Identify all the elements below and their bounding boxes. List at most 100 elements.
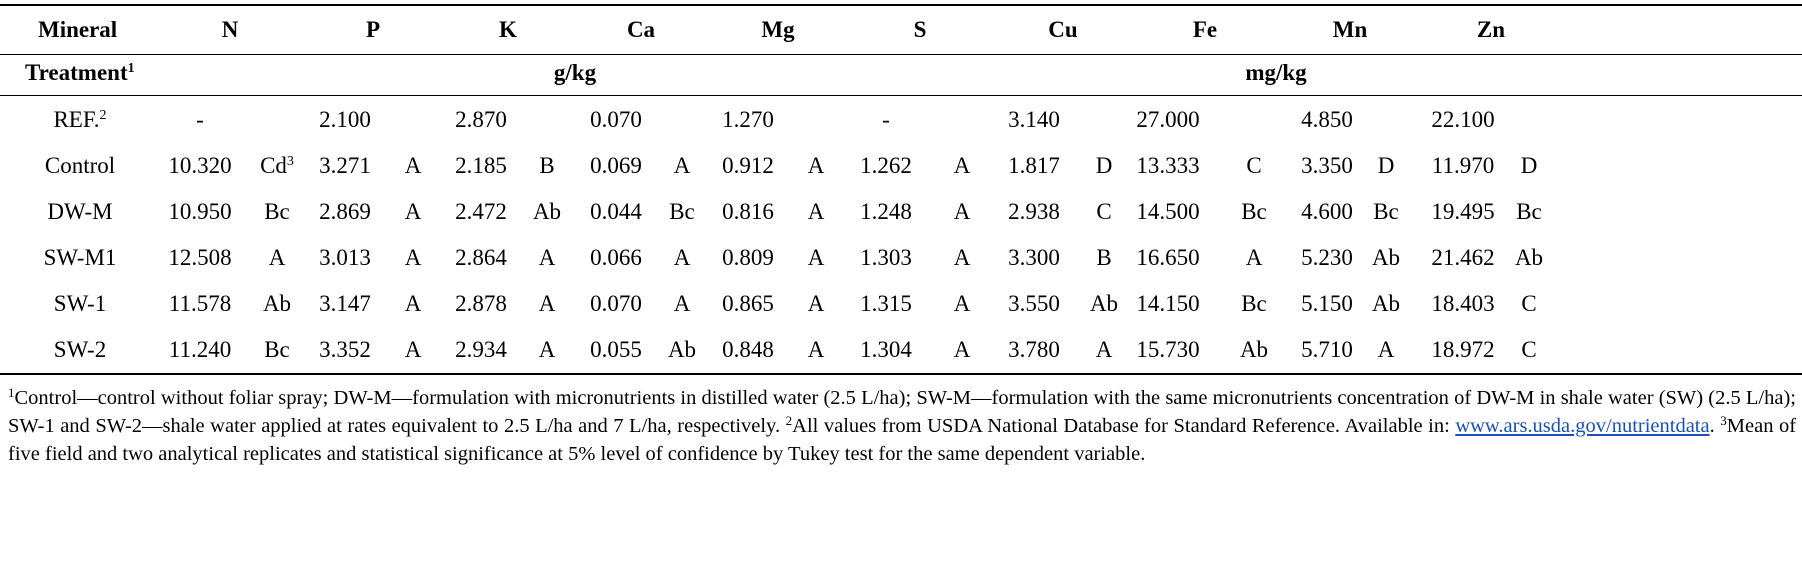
value-cell: 19.495 — [1431, 199, 1495, 224]
value-cell: 3.550 — [1008, 291, 1060, 316]
significance-letter-text: A — [268, 245, 286, 270]
significance-letter-text: D — [1095, 153, 1113, 178]
treatment-header: Treatment1 — [25, 60, 135, 86]
value-cell: 2.869 — [319, 199, 371, 224]
significance-letter-text: C — [1096, 199, 1112, 224]
significance-letter-text: Ab — [262, 291, 292, 316]
significance-letter: Bc — [1373, 199, 1399, 225]
treatment-footnote-mark: 1 — [127, 61, 135, 76]
value-cell: 27.000 — [1136, 107, 1200, 132]
significance-letter-text: A — [538, 291, 556, 316]
significance-letter-text: B — [1096, 245, 1112, 270]
value-cell: 3.350 — [1301, 153, 1353, 178]
value-cell: 18.403 — [1431, 291, 1495, 316]
value-cell: 0.066 — [590, 245, 642, 270]
value-cell: 2.185 — [455, 153, 507, 178]
value-cell: 0.809 — [722, 245, 774, 270]
row-label: Control — [45, 153, 115, 179]
value-cell: - — [882, 107, 890, 132]
significance-letter-text: D — [1520, 153, 1538, 178]
value-cell: 4.850 — [1301, 107, 1353, 132]
significance-letter: Bc — [264, 337, 290, 363]
significance-letter-text: A — [807, 153, 825, 178]
significance-letter: Cd3 — [260, 153, 294, 179]
value-cell: 12.508 — [168, 245, 232, 270]
significance-letter: Ab — [1372, 291, 1400, 317]
value-cell: 5.230 — [1301, 245, 1353, 270]
significance-letter-text: A — [404, 245, 422, 270]
significance-letter-text: A — [953, 199, 971, 224]
significance-letter: A — [808, 199, 825, 225]
row-label: SW-1 — [54, 291, 106, 317]
value-cell: 2.938 — [1008, 199, 1060, 224]
footnote-text-3: Mean of five field and two analytical re… — [8, 415, 1797, 465]
significance-letter: D — [1378, 153, 1395, 179]
significance-letter: A — [405, 199, 422, 225]
significance-letter-text: Ab — [532, 199, 562, 224]
value-cell: 2.878 — [455, 291, 507, 316]
value-cell: 14.500 — [1136, 199, 1200, 224]
row-label: SW-M1 — [44, 245, 117, 271]
value-cell: 0.044 — [590, 199, 642, 224]
significance-letter-text: C — [1246, 153, 1262, 178]
value-cell: - — [196, 107, 204, 132]
significance-letter: D — [1521, 153, 1538, 179]
significance-letter-text: A — [1377, 337, 1395, 362]
significance-letter-text: A — [953, 337, 971, 362]
value-cell: 0.816 — [722, 199, 774, 224]
significance-letter-text: A — [673, 291, 691, 316]
treatment-footnote-mark: 2 — [99, 108, 107, 123]
value-cell: 11.578 — [168, 291, 232, 316]
value-cell: 1.817 — [1008, 153, 1060, 178]
footnote-mark-2: 2 — [785, 413, 793, 428]
significance-letter-text: Ab — [667, 337, 697, 362]
nutrientdata-link[interactable]: www.ars.usda.gov/nutrientdata — [1455, 415, 1710, 437]
significance-letter: A — [808, 245, 825, 271]
value-cell: 22.100 — [1431, 107, 1495, 132]
significance-letter: C — [1521, 337, 1536, 363]
significance-letter: C — [1521, 291, 1536, 317]
value-cell: 18.972 — [1431, 337, 1495, 362]
significance-letter-text: Bc — [1516, 199, 1542, 224]
value-cell: 3.780 — [1008, 337, 1060, 362]
significance-letter: A — [405, 153, 422, 179]
significance-letter: A — [954, 199, 971, 225]
footnote-mark-1: 1 — [8, 385, 15, 400]
significance-letter: A — [539, 291, 556, 317]
mineral-header-mn: Mn — [1332, 17, 1368, 42]
value-cell: 3.147 — [319, 291, 371, 316]
value-cell: 2.870 — [455, 107, 507, 132]
treatment-name: SW-1 — [53, 291, 107, 316]
row-label: DW-M — [47, 199, 112, 225]
significance-letter: A — [954, 245, 971, 271]
row-label: SW-2 — [54, 337, 106, 363]
unit-micro: mg/kg — [1245, 60, 1307, 85]
value-cell: 3.352 — [319, 337, 371, 362]
significance-letter-text: A — [404, 153, 422, 178]
footnote-mark-3: 3 — [1720, 413, 1727, 428]
mineral-header-n: N — [221, 17, 239, 42]
treatment-label: Treatment — [25, 60, 128, 85]
significance-letter-text: A — [404, 337, 422, 362]
treatment-name: SW-2 — [53, 337, 107, 362]
significance-letter: Ab — [1090, 291, 1118, 317]
mineral-header-zn: Zn — [1476, 17, 1506, 42]
value-cell: 10.320 — [168, 153, 232, 178]
value-cell: 0.865 — [722, 291, 774, 316]
mineral-header-ca: Ca — [626, 17, 656, 42]
significance-letter: Ab — [1515, 245, 1543, 271]
significance-letter: A — [808, 291, 825, 317]
significance-letter: C — [1096, 199, 1111, 225]
row-label: REF.2 — [53, 107, 106, 133]
value-cell: 11.240 — [168, 337, 232, 362]
significance-letter-text: A — [404, 291, 422, 316]
significance-letter-text: A — [807, 199, 825, 224]
value-cell: 0.069 — [590, 153, 642, 178]
significance-letter-text: A — [538, 337, 556, 362]
value-cell: 16.650 — [1136, 245, 1200, 270]
significance-letter-text: A — [953, 153, 971, 178]
value-cell: 5.710 — [1301, 337, 1353, 362]
significance-letter: Bc — [1241, 291, 1267, 317]
significance-footnote-mark: 3 — [286, 154, 294, 169]
significance-letter: A — [808, 153, 825, 179]
